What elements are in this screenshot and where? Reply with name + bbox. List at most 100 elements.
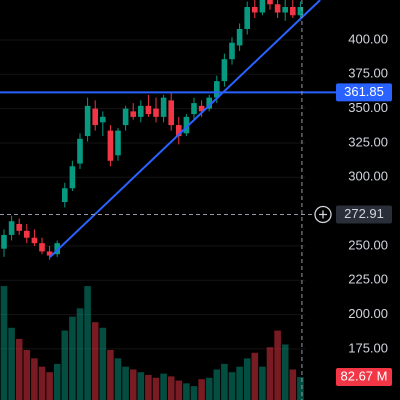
candle-body	[115, 130, 121, 156]
volume-label: 82.67 M	[341, 368, 388, 383]
volume-bar	[38, 366, 46, 400]
candle-body	[138, 105, 144, 117]
volume-bar	[145, 375, 152, 400]
candle-body	[191, 103, 197, 115]
volume-bar	[160, 373, 167, 400]
crosshair-price-box	[336, 205, 392, 224]
volume-bar	[76, 308, 84, 400]
candle-body	[8, 221, 15, 235]
candle-body	[267, 0, 273, 5]
y-tick-label: 375.00	[348, 66, 388, 81]
candle-body	[160, 97, 167, 117]
volume-bar	[61, 330, 69, 400]
y-tick-label: 225.00	[348, 272, 388, 287]
candle-body	[244, 7, 250, 29]
candle-body	[1, 234, 7, 249]
add-alert-button[interactable]	[314, 205, 332, 224]
candle-body	[153, 108, 159, 117]
volume-bar	[274, 330, 281, 400]
candle-body	[221, 59, 228, 82]
volume-bar	[205, 377, 213, 400]
volume-bar	[228, 372, 236, 400]
y-tick-label: 350.00	[348, 100, 388, 115]
candle-body	[214, 81, 220, 98]
candle-body	[24, 230, 30, 238]
volume-bar	[69, 316, 76, 400]
volume-label-box	[336, 368, 392, 387]
volume-bar	[8, 327, 15, 400]
candle-body	[92, 108, 98, 126]
volume-bar	[183, 383, 190, 400]
candle-body	[176, 125, 182, 137]
candle-body	[46, 251, 53, 256]
candle-body	[290, 7, 296, 16]
candle-body	[282, 7, 288, 13]
volume-bar	[23, 350, 31, 400]
volume-bar	[129, 369, 137, 400]
candle-body	[122, 108, 129, 126]
y-tick-label: 325.00	[348, 134, 388, 149]
candle-body	[77, 138, 83, 164]
price-level-box	[336, 83, 392, 102]
price-level-label: 361.85	[344, 84, 384, 99]
volume-bar	[99, 327, 107, 400]
y-tick-label: 400.00	[348, 31, 388, 46]
volume-bar	[46, 372, 53, 400]
volume-bar	[289, 369, 297, 400]
candle-body	[206, 97, 212, 109]
candle-body	[130, 111, 136, 117]
volume-bar	[15, 338, 23, 400]
volume-bar	[259, 366, 266, 400]
candle-body	[236, 28, 243, 46]
volume-bar	[221, 363, 228, 400]
volume-bar	[84, 286, 91, 400]
volume-bar	[266, 347, 274, 400]
volume-bar	[107, 350, 114, 400]
candle-body	[107, 130, 114, 161]
y-tick-label: 200.00	[348, 306, 388, 321]
volume-bar	[114, 358, 122, 400]
candle-body	[183, 116, 190, 134]
y-tick-label: 300.00	[348, 169, 388, 184]
candle-body	[274, 4, 281, 13]
volume-bar	[198, 379, 205, 400]
volume-bar	[213, 369, 221, 400]
volume-bar	[236, 366, 243, 400]
volume-bar	[167, 376, 175, 400]
volume-bar	[175, 380, 183, 400]
y-tick-label: 175.00	[348, 340, 388, 355]
candle-body	[297, 7, 304, 16]
volume-bar	[297, 377, 304, 400]
add-alert-icon	[319, 210, 327, 219]
volume-bar	[281, 344, 289, 400]
candle-body	[62, 188, 68, 202]
candle-body	[54, 243, 60, 255]
candle-body	[259, 0, 266, 13]
candle-body	[39, 243, 45, 252]
candle-body	[16, 223, 22, 231]
candle-body	[198, 105, 205, 112]
volume-bar	[91, 322, 99, 400]
candle-body	[229, 42, 235, 60]
volume-bar	[137, 372, 145, 400]
candle-body	[100, 116, 106, 123]
y-tick-label: 250.00	[348, 237, 388, 252]
volume-bar	[0, 286, 8, 400]
candle-body	[252, 7, 258, 13]
trend-line	[49, 0, 321, 258]
candle-body	[31, 237, 38, 244]
volume-bar	[152, 377, 160, 400]
volume-bar	[31, 358, 38, 400]
candle-body	[69, 166, 76, 189]
volume-bar	[53, 363, 61, 400]
volume-bar	[122, 366, 129, 400]
candle-body	[84, 105, 91, 137]
volume-bar	[243, 358, 251, 400]
candle-body	[168, 100, 174, 126]
volume-bar	[251, 352, 259, 400]
crosshair-price-label: 272.91	[344, 206, 384, 221]
volume-bar	[190, 386, 198, 400]
